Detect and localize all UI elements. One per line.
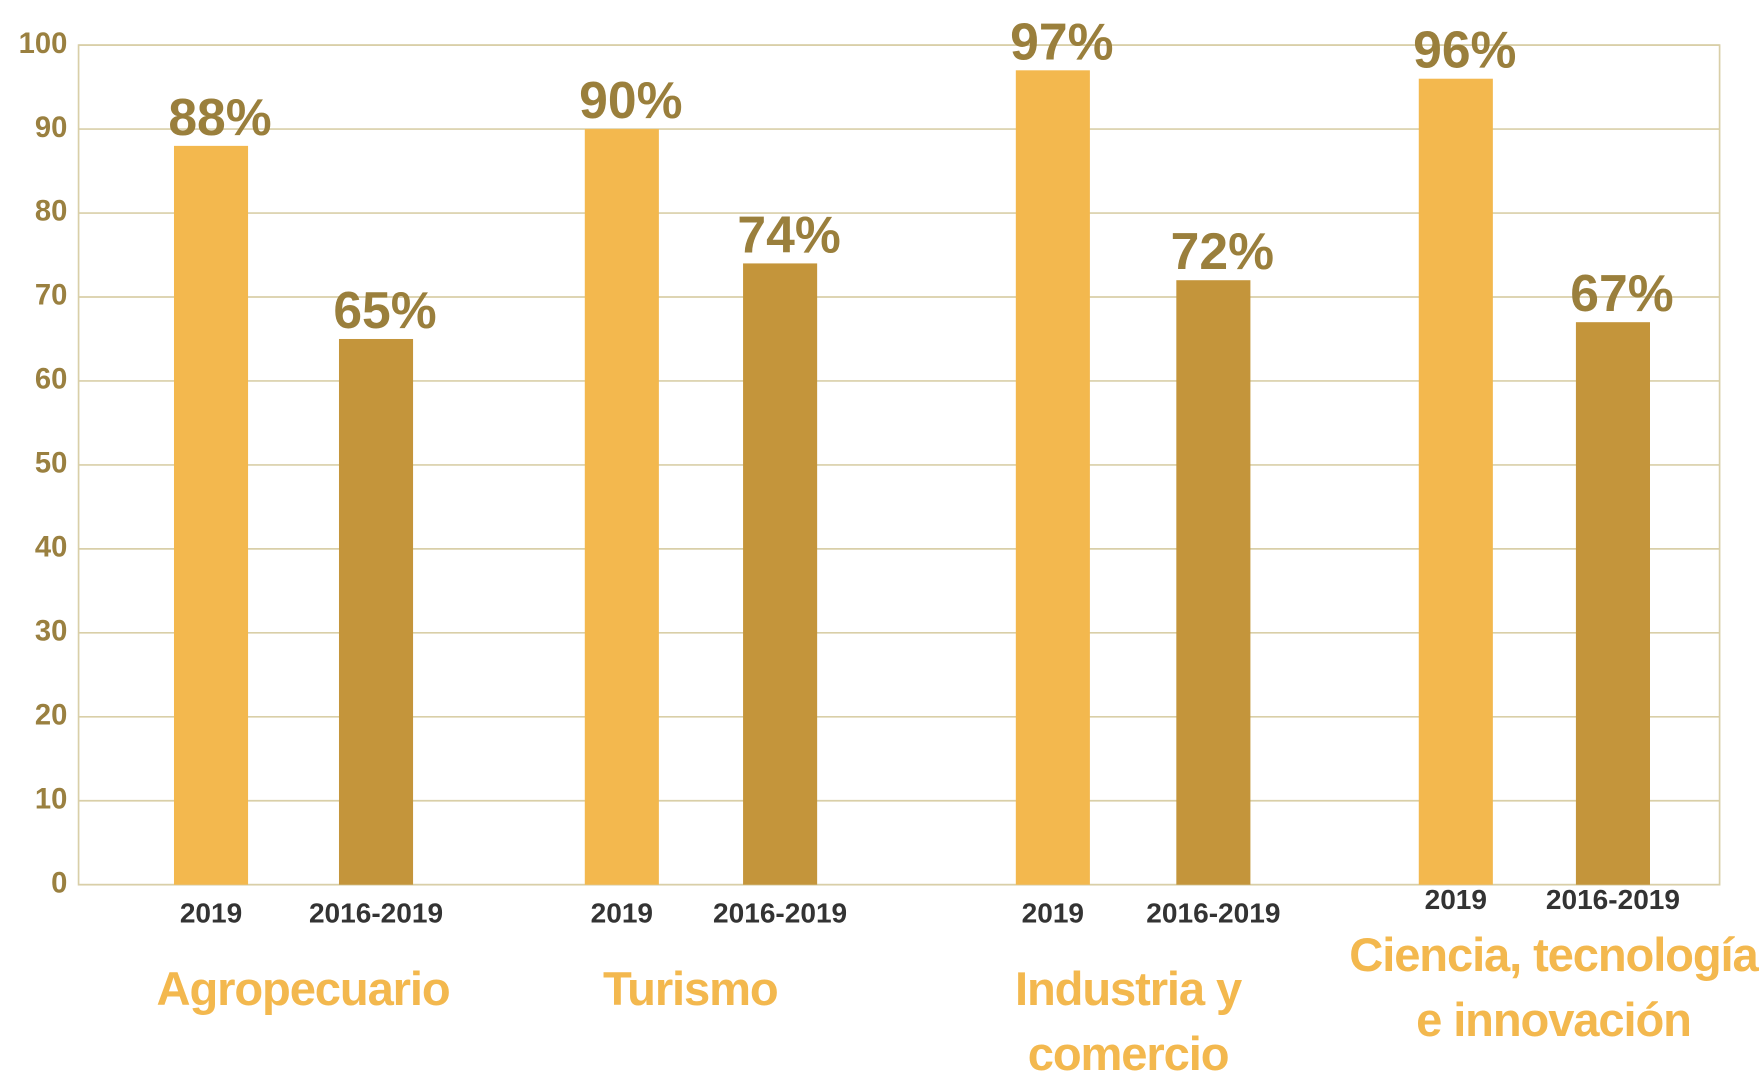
y-tick-label: 50	[35, 448, 67, 480]
bar	[173, 145, 249, 885]
bar	[338, 338, 414, 885]
series-label: 2019	[1022, 897, 1084, 928]
y-tick-label: 80	[35, 196, 67, 228]
series-label: 2016-2019	[309, 897, 443, 928]
y-tick-label: 0	[51, 867, 67, 899]
category-label: Industria y comercio	[1015, 962, 1242, 1078]
value-label: 90%	[579, 71, 682, 129]
value-label: 88%	[168, 88, 271, 146]
series-label: 2019	[591, 897, 653, 928]
bar	[1015, 70, 1090, 885]
category-box: Industria y comercio	[1015, 962, 1242, 1078]
value-label: 67%	[1570, 264, 1673, 322]
bar	[1176, 280, 1251, 885]
series-label: 2016-2019	[1146, 897, 1280, 928]
y-tick-label: 30	[35, 616, 67, 648]
series-label: 2016-2019	[713, 897, 847, 928]
y-tick-label: 20	[35, 699, 67, 731]
y-tick-label: 90	[35, 112, 67, 144]
y-tick-label: 70	[35, 280, 67, 312]
value-label: 74%	[737, 205, 840, 263]
category-label: Agropecuario	[156, 962, 451, 1015]
series-label: 2019	[180, 897, 242, 928]
series-label: 2016-2019	[1546, 884, 1680, 915]
y-tick-label: 60	[35, 364, 67, 396]
bar	[1575, 322, 1650, 885]
series-label: 2019	[1425, 884, 1487, 915]
category-box: Agropecuario	[156, 962, 451, 1015]
bar	[1418, 78, 1493, 885]
y-tick-label: 100	[19, 28, 68, 60]
category-box: Ciencia, tecnología e innovación	[1349, 928, 1758, 1047]
value-label: 72%	[1171, 222, 1274, 280]
category-label: Turismo	[602, 962, 779, 1015]
category-box: Turismo	[602, 962, 779, 1015]
category-label: Ciencia, tecnología e innovación	[1349, 928, 1758, 1047]
value-label: 97%	[1010, 12, 1113, 70]
bar	[584, 129, 659, 885]
bar	[743, 263, 818, 885]
y-tick-label: 40	[35, 532, 67, 564]
value-label: 96%	[1413, 21, 1516, 79]
y-tick-label: 10	[35, 783, 67, 815]
value-label: 65%	[333, 281, 436, 339]
